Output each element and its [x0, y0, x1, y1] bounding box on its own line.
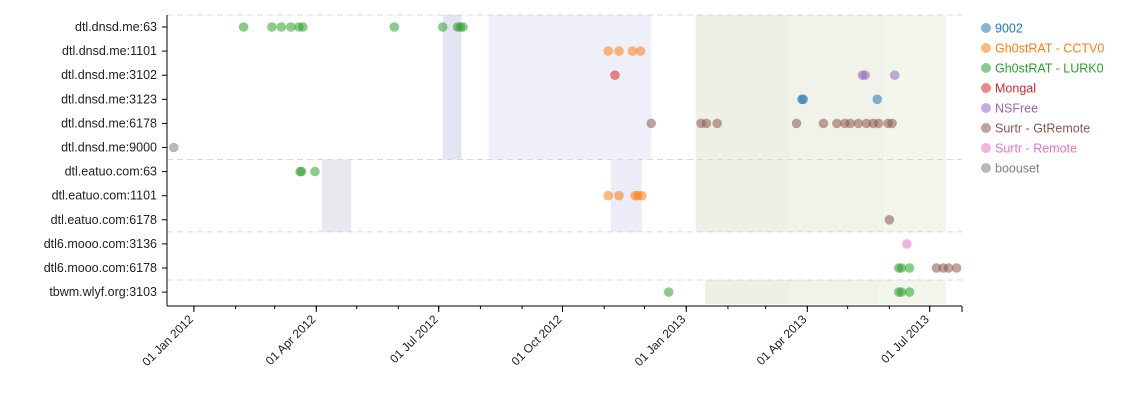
legend-label: Surtr - Remote — [995, 142, 1077, 156]
data-point — [951, 263, 962, 273]
data-point — [845, 118, 856, 129]
data-point — [610, 70, 620, 80]
data-point — [889, 70, 900, 80]
legend-marker — [981, 123, 991, 133]
y-tick-label: dtl6.mooo.com:6178 — [44, 261, 157, 275]
shaded-periods — [321, 14, 946, 305]
data-point — [904, 263, 915, 273]
data-point — [872, 94, 883, 105]
legend-marker — [981, 63, 991, 73]
data-point — [238, 22, 249, 32]
data-point — [931, 263, 942, 273]
data-point — [902, 239, 912, 249]
legend-label: Mongal — [995, 82, 1036, 96]
y-tick-label: dtl.dnsd.me:6178 — [61, 116, 157, 130]
data-point — [663, 287, 674, 297]
data-point — [943, 263, 954, 273]
x-tick-label: 01 Jul 2012 — [387, 312, 441, 366]
shaded-period-2 — [321, 159, 352, 232]
legend: 9002 Gh0stRAT - CCTV0 Gh0stRAT - LURK0 Mong… — [981, 22, 1104, 176]
data-point — [712, 118, 722, 129]
legend-marker — [981, 43, 991, 53]
data-point — [603, 46, 614, 56]
shaded-period-4 — [695, 14, 790, 232]
y-tick-label: tbwm.wlyf.org:3103 — [49, 285, 157, 299]
y-tick-label: dtl.dnsd.me:63 — [75, 20, 157, 34]
x-tick-label: 01 Jan 2012 — [139, 312, 196, 369]
legend-label: Gh0stRAT - LURK0 — [995, 62, 1104, 76]
data-point — [701, 118, 712, 129]
legend-marker — [981, 143, 991, 153]
data-point — [627, 46, 638, 56]
group-separators — [167, 14, 962, 281]
data-point — [267, 22, 277, 32]
data-point — [168, 142, 179, 153]
data-point — [896, 263, 907, 273]
data-point — [832, 118, 842, 129]
y-tick-label: dtl.dnsd.me:3123 — [61, 92, 157, 106]
legend-marker — [981, 103, 991, 113]
y-tick-label: dtl.dnsd.me:9000 — [61, 141, 157, 155]
data-point — [276, 22, 287, 32]
data-point — [873, 118, 884, 129]
shaded-period-8 — [789, 280, 879, 305]
data-point — [637, 190, 647, 201]
data-point — [884, 215, 895, 225]
legend-label: 9002 — [995, 22, 1023, 36]
x-axis: 01 Jan 2012 01 Apr 2012 01 Jul 2012 01 Oct … — [139, 305, 963, 369]
data-point — [458, 22, 468, 32]
data-point — [861, 118, 872, 129]
data-point — [896, 287, 907, 297]
data-point — [298, 22, 308, 32]
data-point — [818, 118, 829, 129]
legend-marker — [981, 163, 991, 173]
data-point — [296, 166, 307, 177]
data-point — [285, 22, 296, 32]
data-point — [904, 287, 915, 297]
data-point — [614, 46, 624, 56]
data-point — [646, 118, 657, 129]
shaded-period-7 — [705, 280, 790, 305]
data-point — [635, 46, 646, 56]
data-point — [389, 22, 400, 32]
y-tick-label: dtl.dnsd.me:3102 — [61, 68, 157, 82]
shaded-period-1 — [488, 14, 652, 160]
data-point — [860, 70, 870, 80]
y-axis: dtl.dnsd.me:63 dtl.dnsd.me:1101 dtl.dnsd.m… — [44, 15, 168, 306]
data-point — [310, 166, 320, 177]
x-tick-label: 01 Jul 2013 — [878, 312, 932, 366]
y-tick-label: dtl6.mooo.com:3136 — [44, 237, 157, 251]
data-point — [887, 118, 897, 129]
data-point — [798, 94, 809, 105]
shaded-period-0 — [442, 14, 462, 160]
data-point — [791, 118, 802, 129]
legend-marker — [981, 83, 991, 93]
data-point — [437, 22, 448, 32]
x-tick-label: 01 Apr 2012 — [263, 312, 319, 368]
legend-label: Surtr - GtRemote — [995, 122, 1090, 136]
y-tick-label: dtl.eatuo.com:6178 — [51, 213, 157, 227]
data-points — [168, 22, 962, 297]
legend-marker — [981, 23, 991, 33]
data-point — [853, 118, 864, 129]
y-tick-label: dtl.eatuo.com:63 — [65, 165, 157, 179]
x-tick-label: 01 Apr 2013 — [754, 312, 810, 368]
y-tick-label: dtl.dnsd.me:1101 — [62, 44, 157, 58]
x-tick-label: 01 Jan 2013 — [632, 312, 689, 369]
legend-label: Gh0stRAT - CCTV0 — [995, 42, 1104, 56]
legend-label: boouset — [995, 162, 1040, 176]
y-tick-label: dtl.eatuo.com:1101 — [52, 189, 157, 203]
data-point — [603, 190, 614, 201]
data-point — [614, 190, 624, 201]
legend-label: NSFree — [995, 102, 1038, 116]
x-tick-label: 01 Oct 2012 — [508, 312, 564, 368]
